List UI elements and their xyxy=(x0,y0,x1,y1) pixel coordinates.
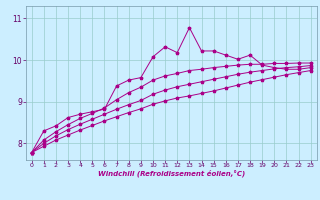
X-axis label: Windchill (Refroidissement éolien,°C): Windchill (Refroidissement éolien,°C) xyxy=(98,170,245,177)
